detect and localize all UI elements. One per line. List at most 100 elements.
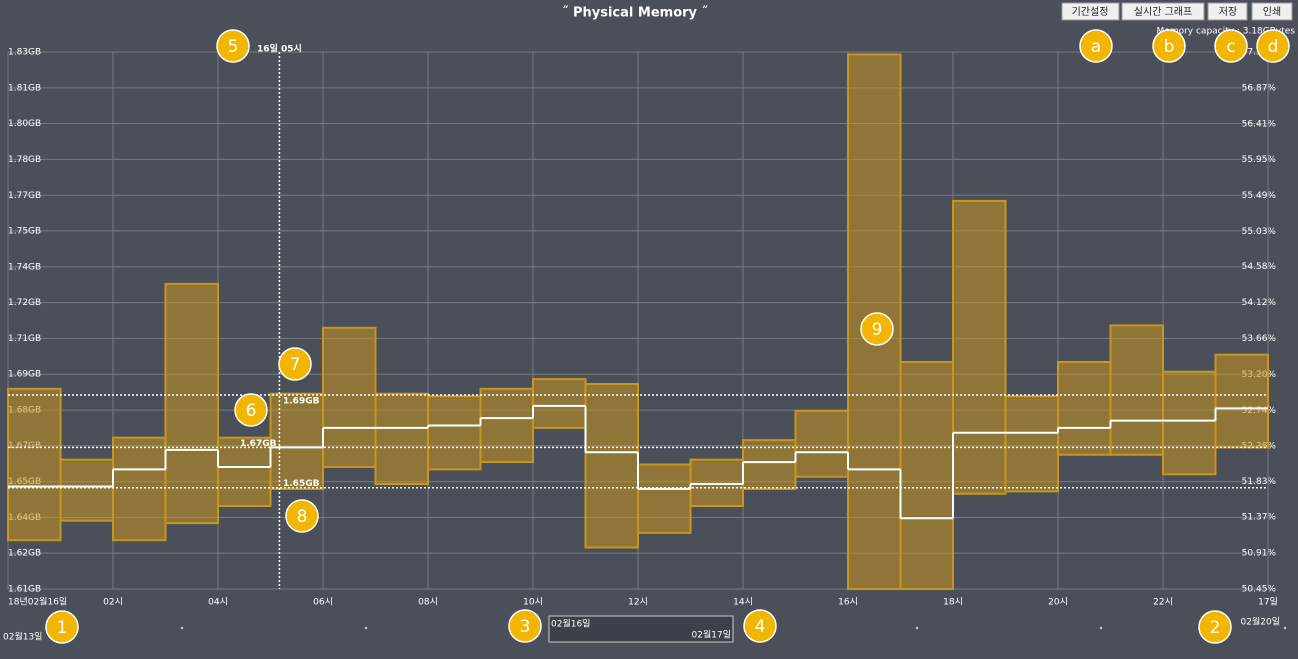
title: ˝ Physical Memory ˝: [562, 6, 709, 21]
y2-tick-label: 50.45%: [1242, 585, 1277, 595]
y2-tick-label: 54.58%: [1242, 262, 1277, 272]
range-band: [1109, 324, 1164, 456]
button[interactable]: 인쇄: [1251, 2, 1293, 21]
range-band: [637, 463, 692, 534]
y-tick-label: 1.78GB: [8, 155, 41, 165]
marker-circle: [1256, 29, 1290, 63]
y2-tick-label: 54.12%: [1242, 298, 1277, 308]
marker: 5: [216, 29, 250, 63]
marker-label: 3: [520, 617, 531, 637]
y2-tick-label: 51.37%: [1242, 513, 1277, 523]
button-label[interactable]: 인쇄: [1263, 6, 1281, 18]
button-label[interactable]: 기간설정: [1072, 6, 1109, 18]
x-tick-label: 04시: [208, 597, 228, 608]
x-tick-label: 10시: [523, 597, 543, 608]
button[interactable]: 기간설정: [1061, 2, 1120, 21]
marker: d: [1256, 29, 1290, 63]
x-tick-label: 17일: [1258, 597, 1278, 608]
range-band: [1214, 353, 1269, 449]
marker-circle: [216, 29, 250, 63]
range-band: [427, 395, 482, 471]
x-tick-label: 06시: [313, 597, 333, 608]
button[interactable]: 실시간 그래프: [1121, 2, 1205, 21]
y2-tick-label: 53.66%: [1242, 334, 1277, 344]
navigator-dot: [180, 626, 184, 630]
y2-tick-label: 55.95%: [1242, 155, 1277, 165]
x-tick-label: 14시: [733, 597, 753, 608]
navigator-dot: [1099, 626, 1103, 630]
navigator-window[interactable]: [548, 615, 734, 643]
navigator-label: 02월20일: [1241, 616, 1280, 628]
y-tick-label: 1.69GB: [8, 370, 41, 380]
markers: 1 2 3 4 5 6 7 8 9 a b c d: [45, 29, 1290, 644]
x-tick-label: 08시: [418, 597, 438, 608]
marker: 2: [1198, 610, 1232, 644]
range-band: [269, 392, 324, 490]
marker-circle: [743, 609, 777, 643]
marker-label: 7: [290, 355, 301, 375]
marker-circle: [508, 609, 542, 643]
navigator-dot: [1283, 626, 1287, 630]
crosshair-label: 16일 05시: [257, 43, 302, 55]
range-band: [532, 378, 587, 429]
marker-circle: [1198, 610, 1232, 644]
marker: 4: [743, 609, 777, 643]
marker-label: 4: [755, 617, 766, 637]
y-tick-label: 1.71GB: [8, 334, 41, 344]
range-band: [689, 458, 744, 508]
button-label[interactable]: 저장: [1219, 6, 1237, 18]
x-tick-label: 18년02월16일: [8, 596, 67, 608]
range-band: [322, 326, 377, 468]
range-band: [7, 387, 62, 542]
y-tick-label: 1.75GB: [8, 226, 41, 236]
y2-tick-label: 55.03%: [1242, 227, 1277, 237]
y-tick-label: 1.80GB: [8, 119, 41, 129]
x-tick-label: 22시: [1153, 597, 1173, 608]
range-band: [794, 409, 849, 478]
navigator-label: 02월16일: [551, 618, 590, 630]
reference-label: 1.69GB: [283, 396, 320, 406]
marker-circle: [285, 499, 319, 533]
range-band: [479, 387, 534, 464]
marker-label: 5: [228, 37, 239, 57]
navigator-dot: [364, 626, 368, 630]
marker-label: b: [1164, 37, 1175, 57]
marker: 7: [278, 347, 312, 381]
y-tick-label: 1.74GB: [8, 262, 41, 272]
marker-label: 6: [246, 401, 257, 421]
x-tick-label: 16시: [838, 597, 858, 608]
range-band: [1004, 395, 1059, 493]
marker-label: 1: [57, 618, 68, 638]
marker-circle: [45, 610, 79, 644]
marker-label: 8: [297, 507, 308, 527]
x-tick-label: 20시: [1048, 597, 1068, 608]
range-band: [217, 436, 272, 508]
y-tick-label: 1.81GB: [8, 83, 41, 93]
marker-label: a: [1091, 37, 1101, 57]
range-band: [1162, 370, 1217, 476]
range-band: [1057, 360, 1112, 456]
range-band: [584, 382, 639, 549]
marker: 3: [508, 609, 542, 643]
range-band: [164, 282, 219, 525]
range-band: [899, 360, 954, 590]
marker-label: 9: [872, 320, 883, 340]
y-tick-label: 1.77GB: [8, 191, 41, 201]
marker-label: d: [1268, 37, 1279, 57]
button-label[interactable]: 실시간 그래프: [1134, 6, 1192, 18]
marker-circle: [234, 393, 268, 427]
marker-circle: [278, 347, 312, 381]
range-band: [952, 199, 1007, 495]
marker: a: [1079, 29, 1113, 63]
marker: 1: [45, 610, 79, 644]
marker-circle: [1152, 29, 1186, 63]
marker-label: 2: [1210, 618, 1221, 638]
x-tick-label: 18시: [943, 597, 963, 608]
navigator-dot: [915, 626, 919, 630]
y-tick-label: 1.83GB: [8, 48, 41, 58]
y-tick-label: 1.61GB: [8, 585, 41, 595]
range-band: [374, 392, 429, 486]
button[interactable]: 저장: [1207, 2, 1248, 21]
x-tick-label: 12시: [628, 597, 648, 608]
reference-label: 1.65GB: [283, 479, 320, 489]
